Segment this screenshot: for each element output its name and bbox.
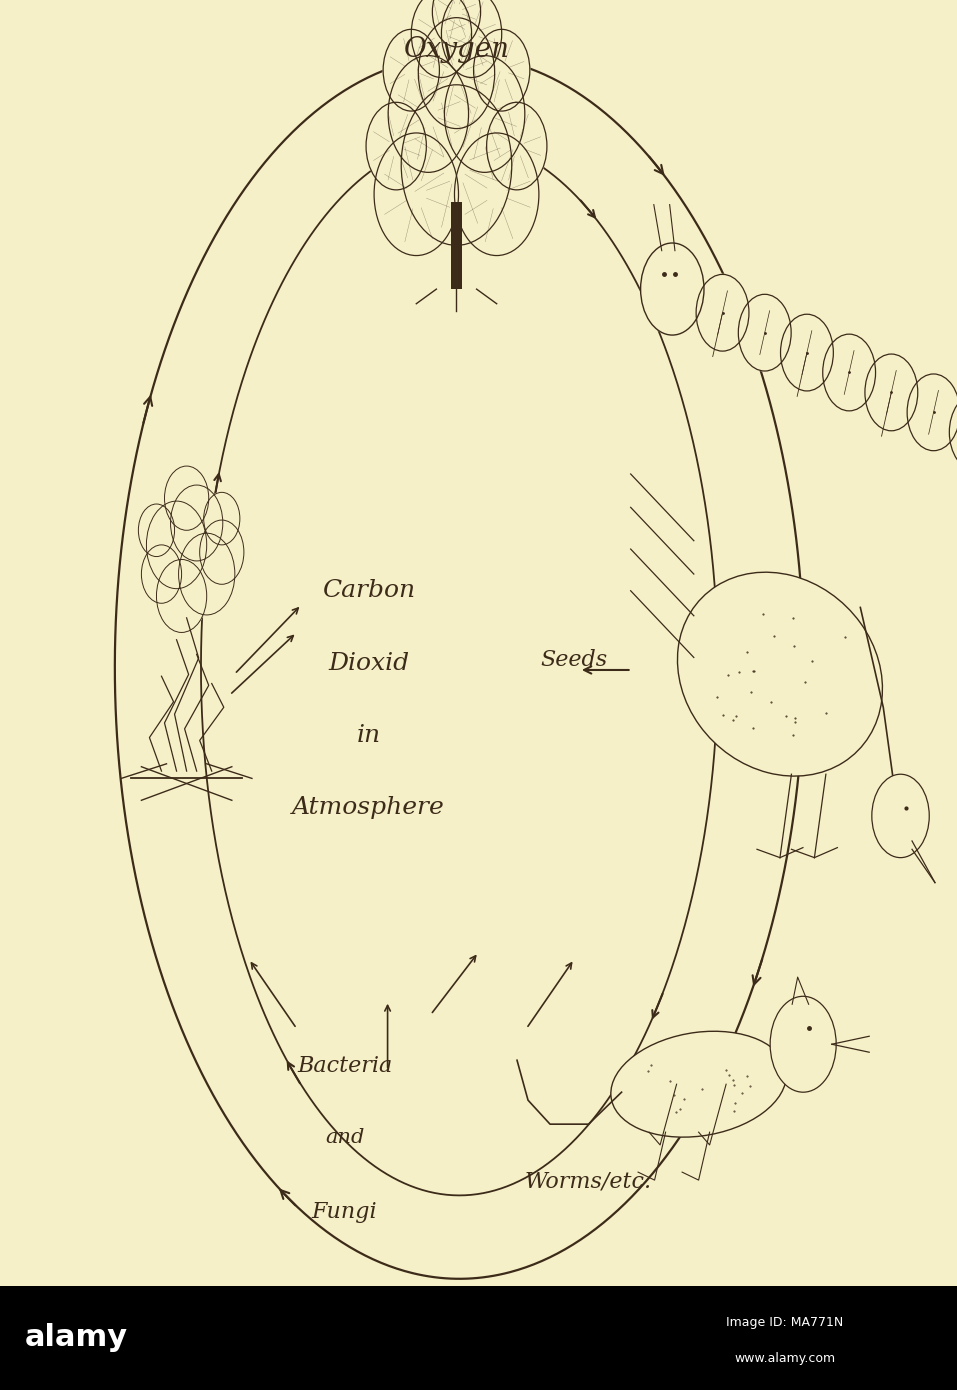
Circle shape	[179, 534, 234, 614]
Circle shape	[383, 29, 439, 111]
Text: Oxygen: Oxygen	[404, 36, 509, 63]
Text: Fungi: Fungi	[312, 1201, 377, 1223]
Circle shape	[374, 133, 458, 256]
Text: Carbon: Carbon	[322, 580, 415, 602]
Circle shape	[949, 393, 957, 471]
Circle shape	[640, 243, 704, 335]
Circle shape	[433, 0, 480, 47]
Circle shape	[157, 560, 207, 632]
Text: Dioxid: Dioxid	[328, 652, 409, 674]
Ellipse shape	[678, 573, 882, 776]
Text: www.alamy.com: www.alamy.com	[734, 1352, 835, 1365]
Bar	[0, 1286, 957, 1390]
Circle shape	[200, 520, 244, 584]
Circle shape	[781, 314, 834, 391]
Circle shape	[487, 103, 547, 190]
Ellipse shape	[611, 1031, 787, 1137]
Circle shape	[165, 466, 209, 531]
Text: Seeds: Seeds	[541, 649, 608, 671]
Circle shape	[770, 997, 836, 1093]
Circle shape	[366, 103, 426, 190]
Bar	[452, 202, 461, 289]
Circle shape	[872, 774, 929, 858]
Circle shape	[441, 0, 501, 78]
Text: alamy: alamy	[25, 1323, 128, 1352]
Text: and: and	[324, 1127, 365, 1147]
Circle shape	[418, 18, 495, 129]
Circle shape	[142, 545, 182, 603]
Circle shape	[412, 0, 472, 78]
Circle shape	[444, 56, 524, 172]
Circle shape	[389, 56, 469, 172]
Circle shape	[204, 492, 240, 545]
Text: Image ID: MA771N: Image ID: MA771N	[726, 1316, 843, 1329]
Circle shape	[865, 354, 918, 431]
Text: Bacteria: Bacteria	[297, 1055, 392, 1077]
Circle shape	[139, 505, 174, 556]
Circle shape	[170, 485, 223, 562]
Circle shape	[455, 133, 539, 256]
Circle shape	[907, 374, 957, 450]
Circle shape	[474, 29, 530, 111]
Circle shape	[823, 334, 876, 411]
Circle shape	[738, 295, 791, 371]
Circle shape	[401, 85, 512, 246]
Text: Worms/etc.: Worms/etc.	[525, 1170, 652, 1193]
Text: Atmosphere: Atmosphere	[292, 796, 445, 819]
Circle shape	[146, 502, 207, 589]
Circle shape	[696, 274, 749, 352]
Text: in: in	[356, 724, 381, 746]
